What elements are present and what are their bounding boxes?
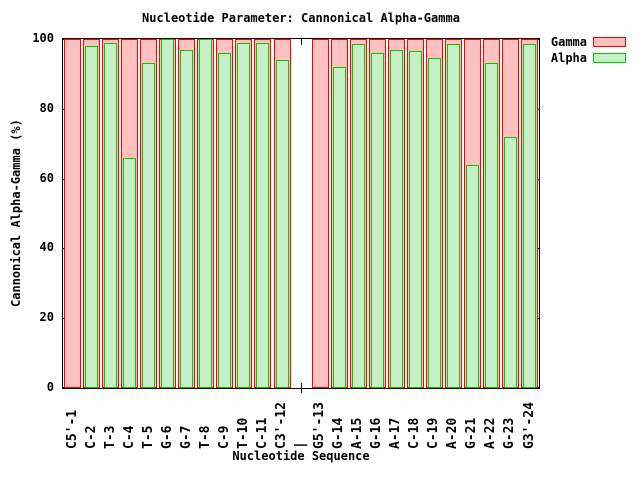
x-tick-label-text: G-6 bbox=[159, 425, 175, 449]
x-tick-label-text: C-2 bbox=[83, 425, 99, 449]
x-tick-label-text: G5'-13 bbox=[312, 402, 327, 449]
alpha-bar bbox=[370, 53, 384, 388]
x-tick-label-text: C-18 bbox=[407, 417, 423, 449]
legend-label-gamma: Gamma bbox=[550, 35, 587, 49]
alpha-bar bbox=[123, 157, 137, 388]
x-tick-label-text: C-9 bbox=[216, 425, 232, 449]
alpha-bar bbox=[142, 63, 156, 388]
x-tick-label-text: T-10 bbox=[235, 417, 251, 449]
x-tick-label-text: G-16 bbox=[369, 417, 385, 449]
alpha-bar bbox=[427, 58, 441, 388]
alpha-bar bbox=[351, 44, 365, 388]
x-tick-label-text: G-14 bbox=[331, 417, 347, 449]
x-tick-label-text: C-19 bbox=[426, 417, 442, 449]
x-tick-label-text: T-5 bbox=[140, 425, 156, 449]
alpha-bar bbox=[237, 42, 251, 388]
alpha-bar bbox=[484, 63, 498, 388]
alpha-bar bbox=[446, 44, 460, 388]
alpha-bar bbox=[199, 39, 213, 388]
alpha-bar bbox=[408, 51, 422, 388]
plot-area bbox=[62, 38, 540, 393]
x-tick-label-text: G-21 bbox=[464, 417, 480, 449]
alpha-bar bbox=[85, 46, 99, 388]
y-tick-label: 20 bbox=[39, 310, 54, 325]
gamma-bar bbox=[311, 39, 329, 388]
alpha-bar bbox=[218, 53, 232, 388]
alpha-bar bbox=[180, 49, 194, 388]
x-tick-label-text: C-11 bbox=[254, 417, 270, 449]
y-tick-label: 40 bbox=[39, 240, 54, 255]
y-tick-label: 80 bbox=[39, 100, 54, 115]
legend-label-alpha: Alpha bbox=[550, 51, 587, 65]
x-tick-label-text: T-3 bbox=[102, 425, 118, 449]
x-tick-label-text: A-15 bbox=[350, 417, 366, 449]
y-tick-label: 60 bbox=[39, 170, 54, 185]
alpha-bar bbox=[523, 44, 536, 388]
x-tick-label-text: T-8 bbox=[197, 425, 213, 449]
x-tick-label-text: A-22 bbox=[483, 417, 499, 449]
y-tick-label: 0 bbox=[46, 380, 54, 394]
legend-swatch-alpha bbox=[593, 53, 626, 63]
x-axis-label: Nucleotide Sequence bbox=[232, 449, 370, 463]
legend-swatch-gamma bbox=[593, 37, 626, 47]
alpha-bar bbox=[161, 39, 175, 388]
separator-tick-bottom bbox=[301, 383, 302, 393]
alpha-bar bbox=[256, 42, 270, 388]
alpha-bar bbox=[389, 49, 403, 388]
x-tick-label-text: A-20 bbox=[445, 417, 461, 449]
x-tick-label-text: C3'-12 bbox=[274, 402, 289, 449]
y-tick-label: 100 bbox=[32, 31, 54, 45]
alpha-bar bbox=[503, 136, 517, 388]
x-tick-label-text: G-23 bbox=[502, 417, 518, 449]
x-tick-label-text: G3'-24 bbox=[521, 402, 537, 449]
alpha-bar bbox=[332, 66, 346, 388]
alpha-bar bbox=[275, 59, 289, 388]
gamma-bar bbox=[64, 39, 81, 388]
x-tick-label-text: C5'-1 bbox=[64, 409, 80, 449]
y-axis-label: Cannonical Alpha-Gamma (%) bbox=[9, 119, 23, 307]
x-tick-label-text: A-17 bbox=[388, 417, 404, 449]
x-tick-label-text: G-7 bbox=[178, 425, 194, 449]
alpha-bar bbox=[104, 42, 118, 388]
separator-tick-top bbox=[301, 39, 302, 45]
alpha-bar bbox=[465, 164, 479, 388]
chart-title: Nucleotide Parameter: Cannonical Alpha-G… bbox=[142, 11, 460, 25]
x-tick-label-text: | bbox=[293, 441, 308, 449]
x-tick-label-text: C-4 bbox=[121, 425, 137, 449]
